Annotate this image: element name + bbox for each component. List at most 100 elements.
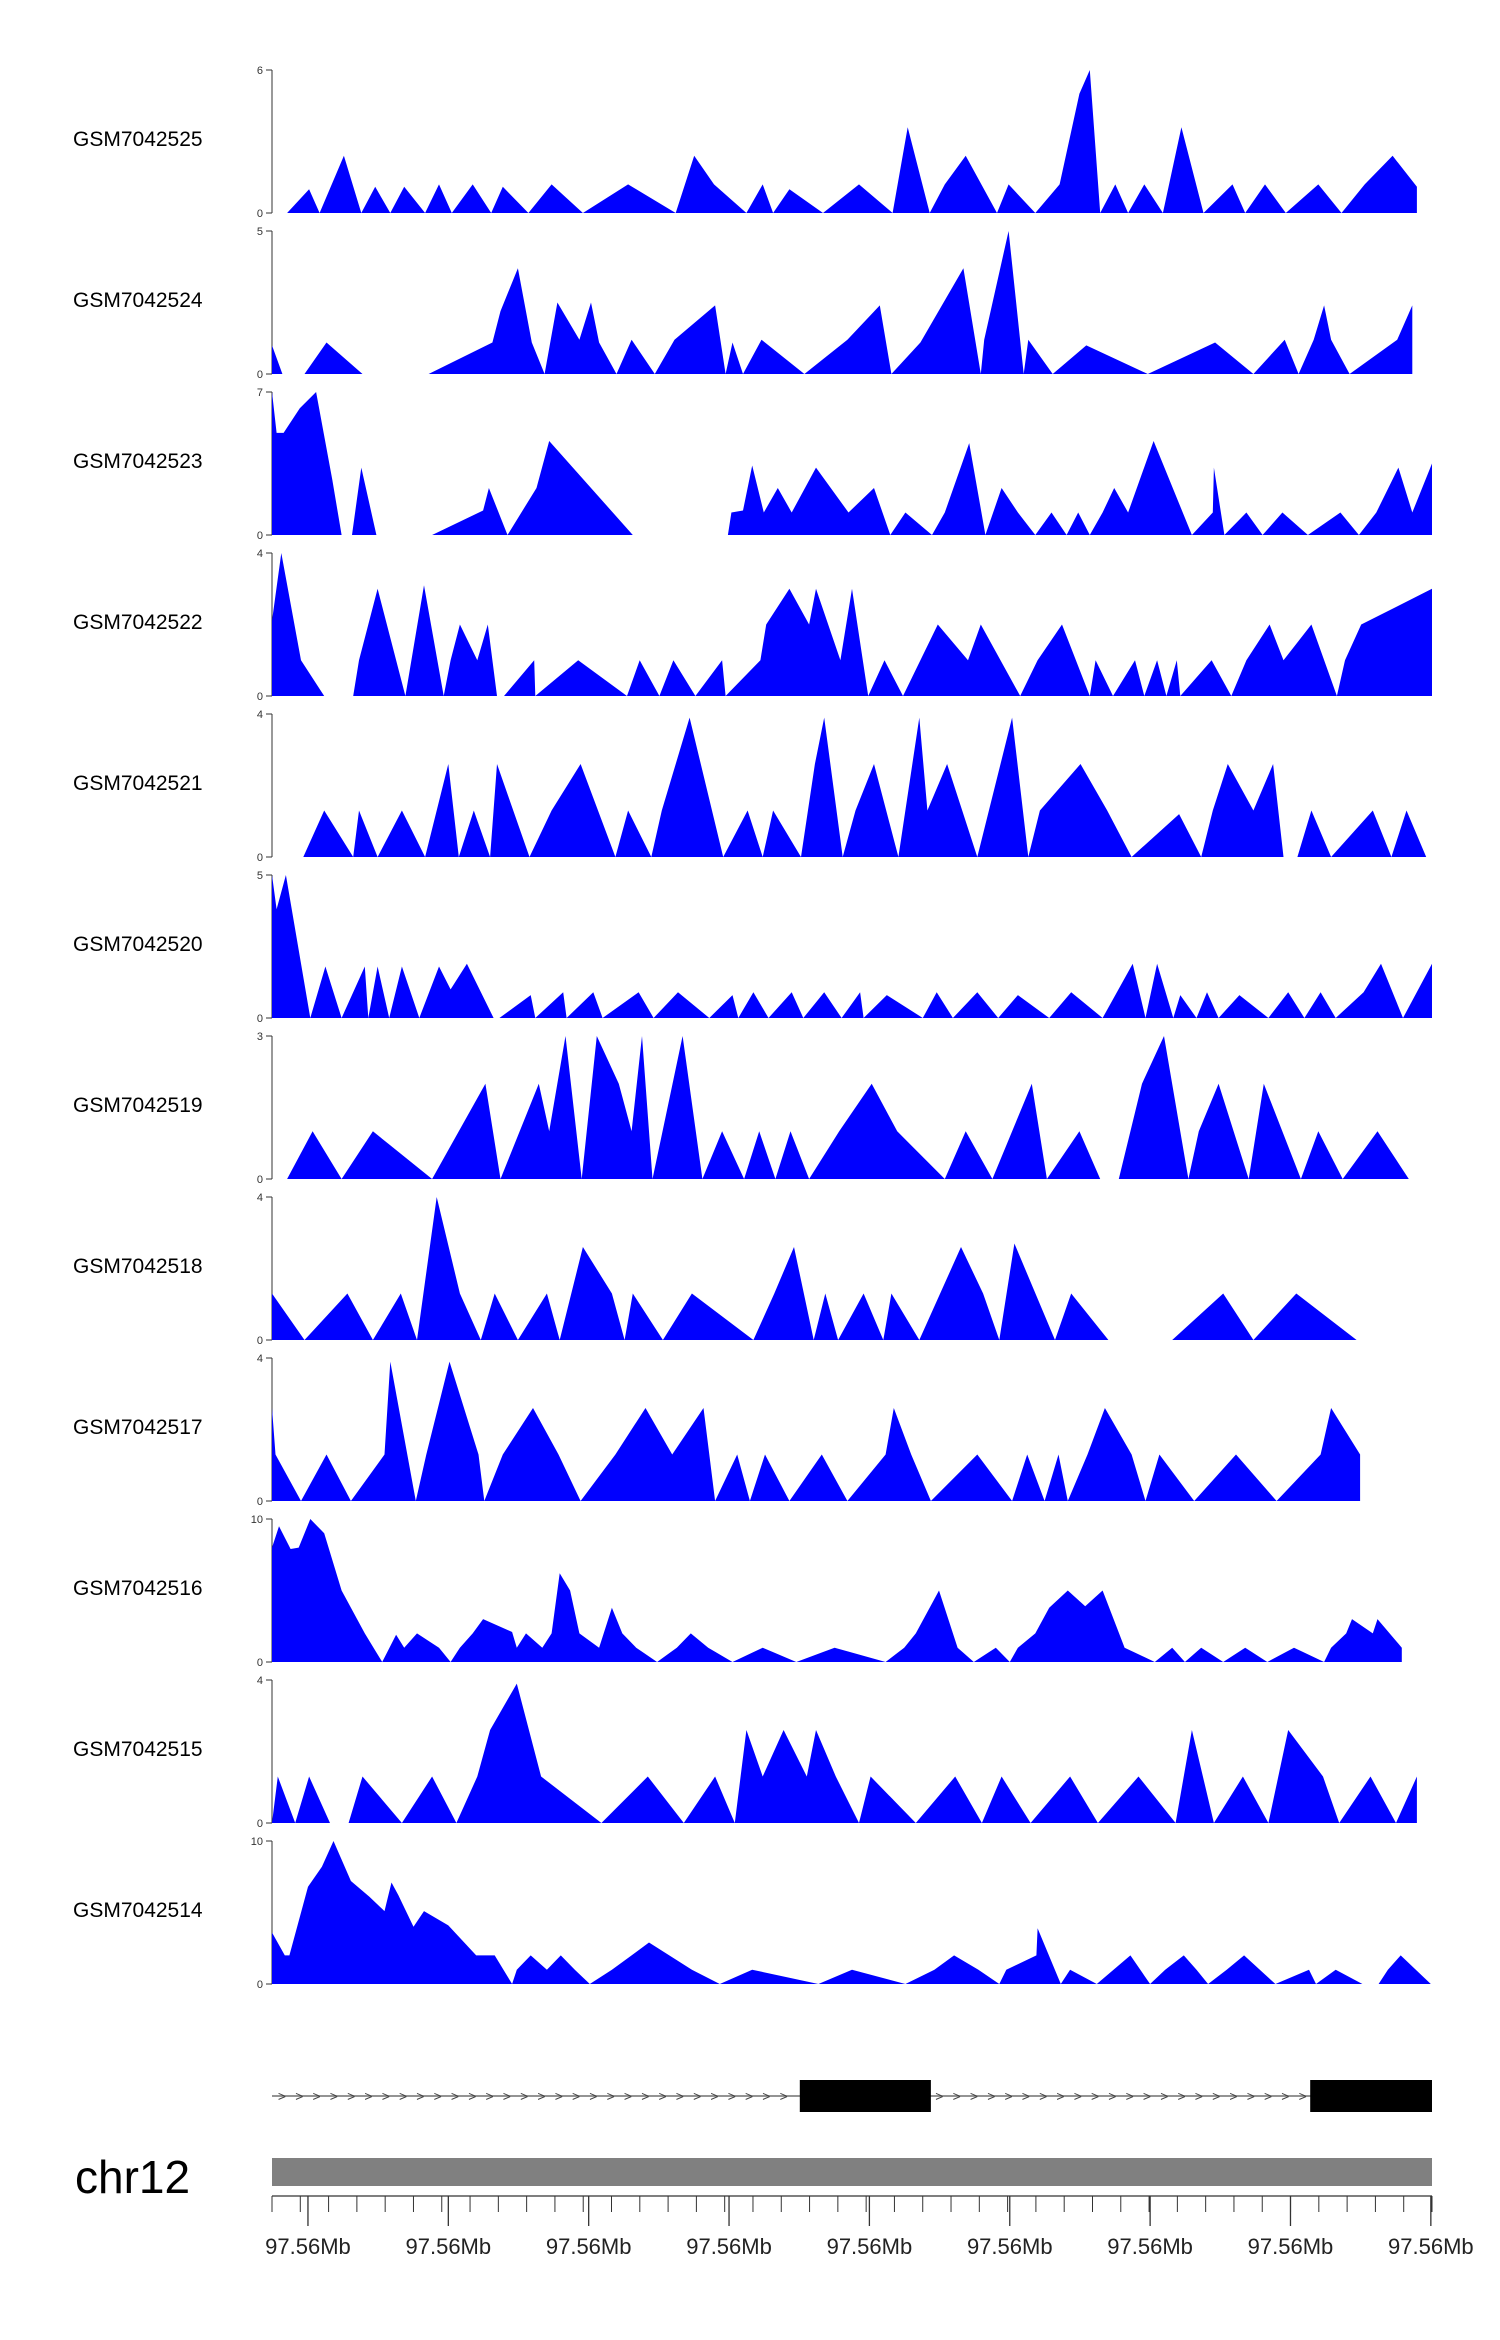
strand-arrow: > <box>537 2088 545 2104</box>
coverage-area <box>272 1197 1405 1340</box>
strand-arrow: > <box>295 2088 303 2104</box>
coverage-area <box>272 392 1432 535</box>
y-tick-label-max: 6 <box>257 65 263 77</box>
strand-arrow: > <box>935 2088 943 2104</box>
strand-arrow: > <box>468 2088 476 2104</box>
strand-arrow: > <box>1178 2088 1186 2104</box>
y-tick-label-max: 4 <box>257 709 263 721</box>
strand-arrow: > <box>1264 2088 1272 2104</box>
coverage-area <box>272 1841 1431 1984</box>
strand-arrow: > <box>607 2088 615 2104</box>
strand-arrow: > <box>1039 2088 1047 2104</box>
track-GSM7042525: GSM7042525 6 0 <box>73 65 1417 220</box>
strand-arrow: > <box>589 2088 597 2104</box>
x-tick-label: 97.56Mb <box>827 2234 913 2259</box>
strand-arrow: > <box>486 2088 494 2104</box>
track-label: GSM7042520 <box>73 933 203 956</box>
strand-arrow: > <box>1299 2088 1307 2104</box>
y-tick-label-min: 0 <box>257 1818 263 1830</box>
x-tick-label: 97.56Mb <box>265 2234 351 2259</box>
strand-arrow: > <box>451 2088 459 2104</box>
strand-arrow: > <box>987 2088 995 2104</box>
y-tick-label-max: 10 <box>251 1836 263 1848</box>
strand-arrow: > <box>1022 2088 1030 2104</box>
y-tick-label-min: 0 <box>257 208 263 220</box>
strand-arrow: > <box>278 2088 286 2104</box>
strand-arrow: > <box>1281 2088 1289 2104</box>
strand-arrow: > <box>659 2088 667 2104</box>
y-tick-label-max: 4 <box>257 1192 263 1204</box>
strand-arrow: > <box>520 2088 528 2104</box>
track-GSM7042524: GSM7042524 5 0 <box>73 226 1413 381</box>
genomic-axis: 97.56Mb 97.56Mb 97.56Mb 97.56Mb 97.56Mb 97.56… <box>265 2195 1474 2259</box>
strand-arrow: > <box>745 2088 753 2104</box>
track-GSM7042515: GSM7042515 4 0 <box>73 1675 1417 1830</box>
coverage-area <box>272 553 1432 696</box>
y-tick-label-max: 4 <box>257 1353 263 1365</box>
strand-arrow: > <box>313 2088 321 2104</box>
strand-arrow: > <box>1247 2088 1255 2104</box>
y-tick-label-max: 4 <box>257 1675 263 1687</box>
track-label: GSM7042519 <box>73 1094 203 1117</box>
strand-arrow: > <box>970 2088 978 2104</box>
track-label: GSM7042525 <box>73 128 203 151</box>
y-tick-label-min: 0 <box>257 1657 263 1669</box>
y-tick-label-min: 0 <box>257 852 263 864</box>
strand-arrow: > <box>503 2088 511 2104</box>
x-tick-label: 97.56Mb <box>686 2234 772 2259</box>
track-GSM7042523: GSM7042523 7 0 <box>73 387 1432 542</box>
strand-arrow: > <box>1091 2088 1099 2104</box>
strand-arrow: > <box>555 2088 563 2104</box>
y-tick-label-max: 10 <box>251 1514 263 1526</box>
track-GSM7042519: GSM7042519 3 0 <box>73 1031 1409 1186</box>
strand-arrow: > <box>1195 2088 1203 2104</box>
coverage-area <box>272 1036 1409 1179</box>
track-GSM7042516: GSM7042516 10 0 <box>73 1514 1402 1669</box>
track-label: GSM7042516 <box>73 1577 203 1600</box>
exon-block <box>1310 2080 1432 2112</box>
track-label: GSM7042514 <box>73 1899 203 1922</box>
exon-block <box>799 2080 931 2112</box>
strand-arrow: > <box>416 2088 424 2104</box>
track-label: GSM7042515 <box>73 1738 203 1761</box>
chromosome-ideogram-bar <box>272 2158 1432 2186</box>
y-tick-label-min: 0 <box>257 369 263 381</box>
coverage-area <box>272 1683 1417 1823</box>
x-tick-label: 97.56Mb <box>967 2234 1053 2259</box>
strand-arrow: > <box>1229 2088 1237 2104</box>
y-tick-label-min: 0 <box>257 530 263 542</box>
strand-arrow: > <box>330 2088 338 2104</box>
strand-arrow: > <box>728 2088 736 2104</box>
strand-arrow: > <box>1074 2088 1082 2104</box>
strand-arrow: > <box>434 2088 442 2104</box>
strand-arrow: > <box>399 2088 407 2104</box>
coverage-area <box>272 1519 1402 1662</box>
strand-arrow: > <box>1005 2088 1013 2104</box>
y-tick-label-min: 0 <box>257 691 263 703</box>
strand-arrow: > <box>364 2088 372 2104</box>
strand-arrow: > <box>1056 2088 1064 2104</box>
track-GSM7042521: GSM7042521 4 0 <box>73 709 1427 864</box>
x-tick-label: 97.56Mb <box>1107 2234 1193 2259</box>
y-tick-label-max: 4 <box>257 548 263 560</box>
track-GSM7042520: GSM7042520 5 0 <box>73 870 1432 1025</box>
x-tick-label: 97.56Mb <box>1388 2234 1474 2259</box>
coverage-area <box>272 231 1413 374</box>
x-tick-label: 97.56Mb <box>546 2234 632 2259</box>
x-tick-label: 97.56Mb <box>406 2234 492 2259</box>
strand-arrow: > <box>572 2088 580 2104</box>
track-label: GSM7042523 <box>73 450 203 473</box>
chromosome-label: chr12 <box>75 2151 190 2203</box>
strand-arrow: > <box>1160 2088 1168 2104</box>
track-label: GSM7042522 <box>73 611 203 634</box>
y-tick-label-min: 0 <box>257 1013 263 1025</box>
y-tick-label-max: 3 <box>257 1031 263 1043</box>
coverage-area <box>272 875 1432 1018</box>
track-label: GSM7042518 <box>73 1255 203 1278</box>
strand-arrow: > <box>710 2088 718 2104</box>
strand-arrow: > <box>953 2088 961 2104</box>
y-tick-label-min: 0 <box>257 1496 263 1508</box>
gene-model-track: > > > > > > > > > > > > > > > > > > > > > > > > > > > > > > > > > > > > > > > >… <box>272 2080 1432 2112</box>
x-tick-label: 97.56Mb <box>1248 2234 1334 2259</box>
